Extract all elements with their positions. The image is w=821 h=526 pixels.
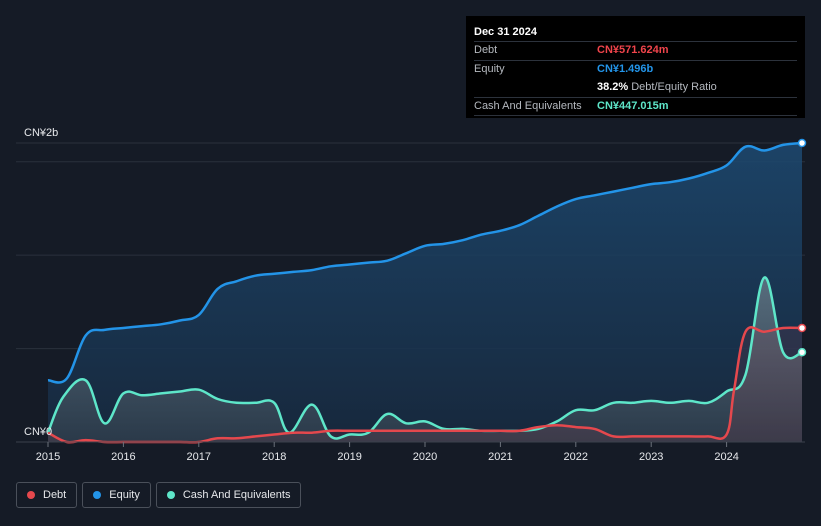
- cash-and-equivalents-area: [48, 277, 802, 442]
- tooltip-debt-value: CN¥571.624m: [597, 44, 669, 56]
- x-tick-label: 2024: [714, 451, 738, 463]
- debt-endpoint: [797, 323, 807, 333]
- equity-dot-icon: [93, 491, 102, 499]
- tooltip-equity-label: Equity: [474, 63, 505, 75]
- series-areas: [48, 143, 802, 443]
- equity-endpoint: [797, 138, 807, 148]
- tooltip-cash-value: CN¥447.015m: [597, 100, 669, 112]
- equity-line: [47, 141, 803, 384]
- cash-dot-icon: [166, 491, 175, 499]
- x-tick-label: 2019: [337, 451, 361, 463]
- x-axis: 2015 2016 2017 2018 2019 2020 2021 2022 2023 2024: [16, 441, 805, 463]
- x-tick-label: 2023: [639, 451, 663, 463]
- series-endpoints: [797, 138, 807, 357]
- tooltip-row-ratio: 38.2% Debt/Equity Ratio: [474, 79, 797, 96]
- y-tick-bottom: CN¥0: [24, 426, 52, 438]
- legend-item-cash[interactable]: Cash And Equivalents: [155, 482, 302, 508]
- x-tick-label: 2020: [413, 451, 437, 463]
- cash-and-equivalents-line: [46, 276, 803, 440]
- x-tick-label: 2021: [488, 451, 512, 463]
- legend: Debt Equity Cash And Equivalents: [16, 482, 306, 508]
- tooltip-row-cash: Cash And Equivalents CN¥447.015m: [474, 97, 797, 116]
- tooltip-row-debt: Debt CN¥571.624m: [474, 41, 797, 59]
- legend-label-equity: Equity: [109, 489, 140, 501]
- legend-label-debt: Debt: [43, 489, 67, 501]
- y-axis-labels: CN¥2b CN¥0: [24, 127, 58, 438]
- x-tick-label: 2015: [36, 451, 60, 463]
- y-tick-top: CN¥2b: [24, 127, 58, 139]
- tooltip-ratio-value: 38.2%: [597, 81, 629, 93]
- x-tick-label: 2022: [564, 451, 588, 463]
- tooltip-cash-label: Cash And Equivalents: [474, 100, 582, 112]
- tooltip-ratio-spacer: [474, 79, 597, 96]
- tooltip-row-equity: Equity CN¥1.496b: [474, 60, 797, 78]
- tooltip-ratio-label: Debt/Equity Ratio: [631, 81, 717, 93]
- cash-and-equivalents-endpoint: [797, 348, 807, 357]
- legend-item-equity[interactable]: Equity: [82, 482, 151, 508]
- x-tick-label: 2016: [111, 451, 135, 463]
- tooltip-date: Dec 31 2024: [474, 26, 537, 38]
- tooltip-equity-value: CN¥1.496b: [597, 63, 654, 75]
- debt-dot-icon: [27, 491, 35, 499]
- legend-item-debt[interactable]: Debt: [16, 482, 78, 508]
- tooltip-debt-label: Debt: [474, 44, 498, 56]
- x-tick-label: 2017: [187, 451, 211, 463]
- x-tick-label: 2018: [262, 451, 286, 463]
- legend-label-cash: Cash And Equivalents: [182, 489, 291, 501]
- equity-area: [48, 143, 802, 442]
- tooltip-panel: Dec 31 2024 Debt CN¥571.624m Equity CN¥1…: [466, 16, 805, 118]
